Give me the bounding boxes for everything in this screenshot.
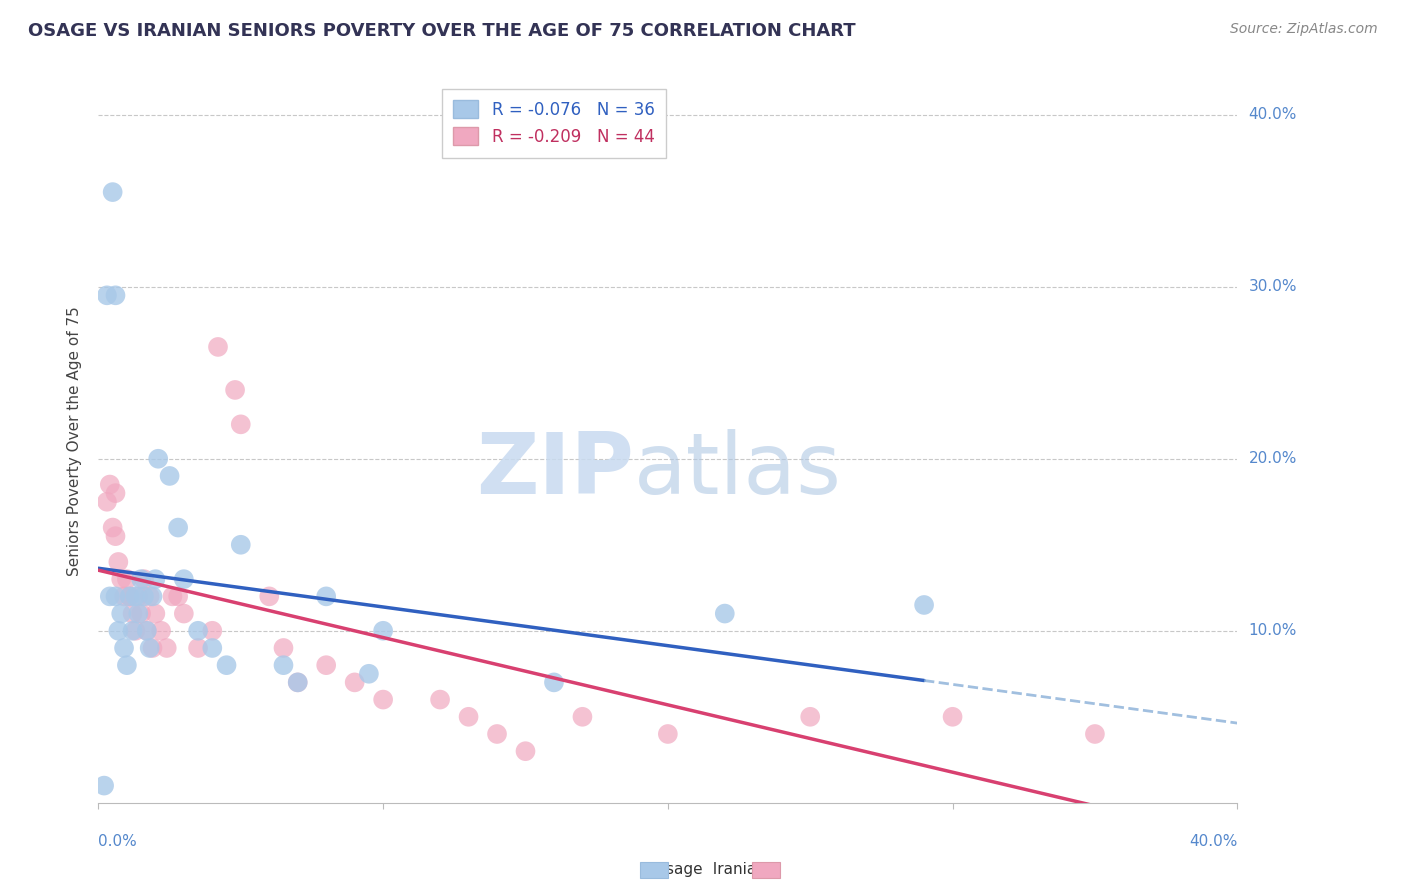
- Point: [287, 675, 309, 690]
- Point: [229, 538, 252, 552]
- Point: [1084, 727, 1107, 741]
- Point: [373, 692, 395, 706]
- Point: [150, 624, 173, 638]
- Text: 40.0%: 40.0%: [1189, 834, 1237, 849]
- Point: [167, 590, 190, 604]
- Text: 40.0%: 40.0%: [1249, 107, 1296, 122]
- Point: [148, 451, 170, 466]
- Point: [486, 727, 509, 741]
- Point: [118, 590, 141, 604]
- Point: [115, 658, 138, 673]
- Point: [357, 666, 380, 681]
- Point: [224, 383, 246, 397]
- Point: [515, 744, 537, 758]
- Point: [121, 607, 143, 621]
- Point: [98, 477, 121, 491]
- Point: [201, 624, 224, 638]
- Point: [145, 572, 167, 586]
- Point: [373, 624, 395, 638]
- Point: [129, 607, 152, 621]
- Point: [159, 469, 181, 483]
- Point: [156, 640, 179, 655]
- Text: Source: ZipAtlas.com: Source: ZipAtlas.com: [1230, 22, 1378, 37]
- Point: [273, 640, 295, 655]
- Point: [457, 710, 479, 724]
- Text: 0.0%: 0.0%: [98, 834, 138, 849]
- Point: [101, 185, 124, 199]
- Point: [187, 640, 209, 655]
- Point: [187, 624, 209, 638]
- Point: [714, 607, 737, 621]
- Point: [107, 624, 129, 638]
- Point: [115, 572, 138, 586]
- Point: [104, 529, 127, 543]
- Point: [135, 624, 157, 638]
- Point: [135, 624, 157, 638]
- Text: OSAGE VS IRANIAN SENIORS POVERTY OVER THE AGE OF 75 CORRELATION CHART: OSAGE VS IRANIAN SENIORS POVERTY OVER TH…: [28, 22, 856, 40]
- Point: [124, 590, 146, 604]
- Point: [124, 624, 146, 638]
- Point: [343, 675, 366, 690]
- Point: [127, 607, 149, 621]
- Point: [104, 288, 127, 302]
- Point: [96, 288, 118, 302]
- Point: [129, 572, 152, 586]
- Y-axis label: Seniors Poverty Over the Age of 75: Seniors Poverty Over the Age of 75: [67, 307, 83, 576]
- Point: [273, 658, 295, 673]
- Text: 30.0%: 30.0%: [1249, 279, 1296, 294]
- Point: [173, 607, 195, 621]
- Point: [201, 640, 224, 655]
- Point: [141, 590, 163, 604]
- Point: [112, 640, 135, 655]
- Point: [96, 494, 118, 508]
- Point: [657, 727, 679, 741]
- Point: [799, 710, 821, 724]
- Point: [138, 590, 160, 604]
- Point: [93, 779, 115, 793]
- Point: [132, 572, 155, 586]
- Text: atlas: atlas: [634, 429, 842, 512]
- Point: [215, 658, 238, 673]
- Point: [101, 520, 124, 534]
- Point: [173, 572, 195, 586]
- Point: [287, 675, 309, 690]
- Point: [429, 692, 451, 706]
- Point: [98, 590, 121, 604]
- Point: [107, 555, 129, 569]
- Point: [110, 572, 132, 586]
- Text: Osage: Osage: [654, 863, 703, 877]
- Point: [315, 658, 337, 673]
- Point: [167, 520, 190, 534]
- Point: [912, 598, 935, 612]
- Point: [127, 590, 149, 604]
- Point: [145, 607, 167, 621]
- Point: [315, 590, 337, 604]
- Point: [207, 340, 229, 354]
- Text: 20.0%: 20.0%: [1249, 451, 1296, 467]
- Legend: R = -0.076   N = 36, R = -0.209   N = 44: R = -0.076 N = 36, R = -0.209 N = 44: [441, 88, 666, 158]
- Text: 10.0%: 10.0%: [1249, 624, 1296, 639]
- Point: [121, 624, 143, 638]
- Point: [118, 590, 141, 604]
- Point: [229, 417, 252, 432]
- Point: [110, 607, 132, 621]
- Point: [543, 675, 565, 690]
- Text: Iranians: Iranians: [703, 863, 773, 877]
- Point: [571, 710, 593, 724]
- Point: [112, 590, 135, 604]
- Point: [104, 486, 127, 500]
- Point: [104, 590, 127, 604]
- Point: [942, 710, 965, 724]
- Text: ZIP: ZIP: [477, 429, 634, 512]
- Point: [141, 640, 163, 655]
- Point: [138, 640, 160, 655]
- Point: [162, 590, 184, 604]
- Point: [132, 590, 155, 604]
- Point: [259, 590, 281, 604]
